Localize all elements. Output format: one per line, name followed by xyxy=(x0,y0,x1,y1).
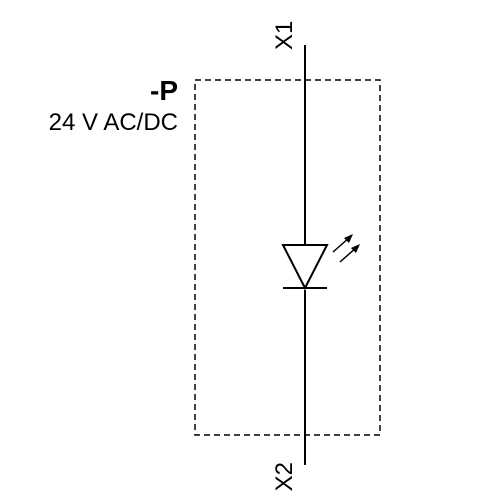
led-arrow-2 xyxy=(340,244,360,262)
led-triangle xyxy=(283,245,327,288)
schematic-svg: -P 24 V AC/DC X1 X2 xyxy=(0,0,500,500)
led-arrow-1 xyxy=(333,234,353,252)
voltage-label: 24 V AC/DC xyxy=(49,109,178,136)
device-envelope xyxy=(195,80,380,435)
terminal-x1: X1 xyxy=(271,21,298,50)
device-label: -P xyxy=(150,75,178,106)
terminal-x2: X2 xyxy=(271,462,298,491)
